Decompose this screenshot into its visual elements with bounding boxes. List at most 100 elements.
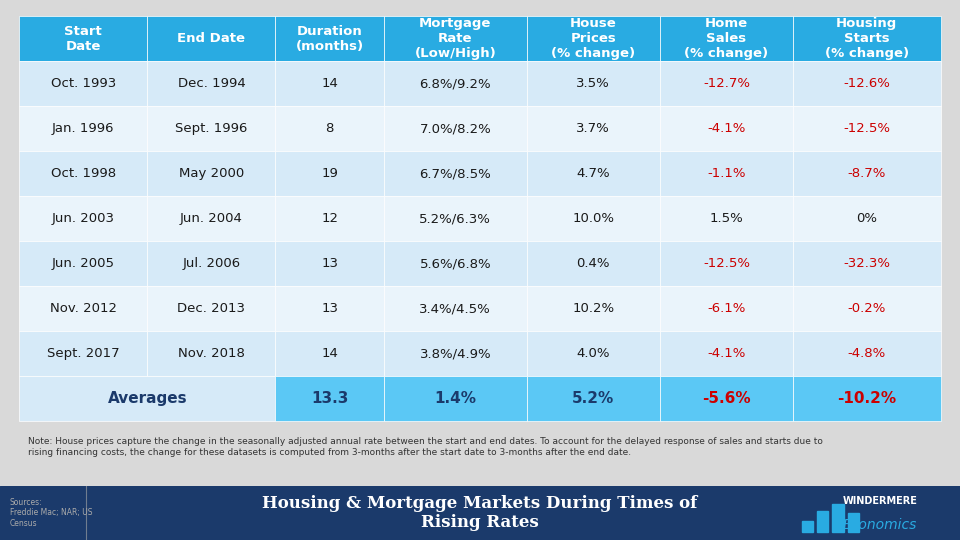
FancyBboxPatch shape	[147, 16, 276, 61]
FancyBboxPatch shape	[660, 16, 793, 61]
Text: -32.3%: -32.3%	[844, 257, 890, 270]
FancyBboxPatch shape	[147, 151, 276, 196]
FancyBboxPatch shape	[527, 106, 660, 151]
FancyBboxPatch shape	[19, 16, 147, 61]
Text: 14: 14	[322, 347, 338, 360]
Text: 1.5%: 1.5%	[709, 212, 743, 225]
Text: 10.0%: 10.0%	[572, 212, 614, 225]
FancyBboxPatch shape	[527, 16, 660, 61]
Text: Start
Date: Start Date	[64, 25, 102, 53]
FancyBboxPatch shape	[793, 61, 941, 106]
Text: 5.2%: 5.2%	[572, 391, 614, 406]
FancyBboxPatch shape	[793, 151, 941, 196]
FancyBboxPatch shape	[276, 331, 384, 376]
Text: -1.1%: -1.1%	[708, 167, 746, 180]
FancyBboxPatch shape	[384, 106, 527, 151]
Text: 7.0%/8.2%: 7.0%/8.2%	[420, 122, 492, 135]
FancyBboxPatch shape	[660, 196, 793, 241]
Text: Nov. 2018: Nov. 2018	[178, 347, 245, 360]
Bar	[848, 513, 859, 532]
Text: Note: House prices capture the change in the seasonally adjusted annual rate bet: Note: House prices capture the change in…	[29, 437, 824, 457]
FancyBboxPatch shape	[660, 376, 793, 421]
Text: 14: 14	[322, 77, 338, 90]
Text: Sept. 1996: Sept. 1996	[176, 122, 248, 135]
FancyBboxPatch shape	[19, 286, 147, 331]
Text: -12.5%: -12.5%	[844, 122, 890, 135]
Text: 3.4%/4.5%: 3.4%/4.5%	[420, 302, 492, 315]
Text: -12.7%: -12.7%	[703, 77, 750, 90]
Text: Jul. 2006: Jul. 2006	[182, 257, 240, 270]
Text: 19: 19	[322, 167, 338, 180]
Text: 4.0%: 4.0%	[577, 347, 611, 360]
FancyBboxPatch shape	[384, 241, 527, 286]
Text: -6.1%: -6.1%	[708, 302, 746, 315]
Text: -0.2%: -0.2%	[848, 302, 886, 315]
Text: WINDERMERE: WINDERMERE	[843, 496, 918, 506]
Text: Duration
(months): Duration (months)	[296, 25, 364, 53]
Text: 10.2%: 10.2%	[572, 302, 614, 315]
FancyBboxPatch shape	[147, 61, 276, 106]
Text: Jun. 2005: Jun. 2005	[52, 257, 115, 270]
Text: Oct. 1993: Oct. 1993	[51, 77, 116, 90]
Text: 6.7%/8.5%: 6.7%/8.5%	[420, 167, 492, 180]
FancyBboxPatch shape	[147, 241, 276, 286]
FancyBboxPatch shape	[147, 331, 276, 376]
FancyBboxPatch shape	[276, 376, 384, 421]
Text: -5.6%: -5.6%	[702, 391, 751, 406]
FancyBboxPatch shape	[660, 106, 793, 151]
Text: -4.1%: -4.1%	[708, 347, 746, 360]
Text: End Date: End Date	[178, 32, 246, 45]
Text: 4.7%: 4.7%	[577, 167, 611, 180]
Text: 12: 12	[322, 212, 338, 225]
FancyBboxPatch shape	[660, 331, 793, 376]
FancyBboxPatch shape	[276, 106, 384, 151]
FancyBboxPatch shape	[384, 61, 527, 106]
Text: 3.7%: 3.7%	[576, 122, 611, 135]
FancyBboxPatch shape	[527, 331, 660, 376]
Text: Sept. 2017: Sept. 2017	[47, 347, 120, 360]
FancyBboxPatch shape	[384, 196, 527, 241]
Text: 6.8%/9.2%: 6.8%/9.2%	[420, 77, 492, 90]
FancyBboxPatch shape	[527, 151, 660, 196]
FancyBboxPatch shape	[793, 16, 941, 61]
FancyBboxPatch shape	[276, 286, 384, 331]
FancyBboxPatch shape	[147, 196, 276, 241]
FancyBboxPatch shape	[276, 196, 384, 241]
FancyBboxPatch shape	[660, 61, 793, 106]
FancyBboxPatch shape	[276, 241, 384, 286]
Text: 13.3: 13.3	[311, 391, 348, 406]
FancyBboxPatch shape	[276, 61, 384, 106]
FancyBboxPatch shape	[19, 331, 147, 376]
Text: May 2000: May 2000	[179, 167, 244, 180]
FancyBboxPatch shape	[19, 376, 276, 421]
FancyBboxPatch shape	[19, 241, 147, 286]
FancyBboxPatch shape	[276, 151, 384, 196]
Text: Sources:
Freddie Mac; NAR; US
Census: Sources: Freddie Mac; NAR; US Census	[10, 498, 92, 528]
Text: Jun. 2004: Jun. 2004	[180, 212, 243, 225]
FancyBboxPatch shape	[384, 151, 527, 196]
FancyBboxPatch shape	[147, 286, 276, 331]
Bar	[802, 521, 813, 532]
Text: House
Prices
(% change): House Prices (% change)	[551, 17, 636, 60]
FancyBboxPatch shape	[19, 196, 147, 241]
FancyBboxPatch shape	[793, 106, 941, 151]
FancyBboxPatch shape	[384, 376, 527, 421]
Text: Dec. 2013: Dec. 2013	[178, 302, 246, 315]
Text: Jun. 2003: Jun. 2003	[52, 212, 115, 225]
Text: -8.7%: -8.7%	[848, 167, 886, 180]
FancyBboxPatch shape	[793, 376, 941, 421]
Text: Housing
Starts
(% change): Housing Starts (% change)	[825, 17, 909, 60]
Text: -12.6%: -12.6%	[844, 77, 890, 90]
FancyBboxPatch shape	[793, 331, 941, 376]
FancyBboxPatch shape	[384, 331, 527, 376]
Text: Housing & Mortgage Markets During Times of
Rising Rates: Housing & Mortgage Markets During Times …	[262, 495, 698, 531]
Text: 3.8%/4.9%: 3.8%/4.9%	[420, 347, 492, 360]
FancyBboxPatch shape	[384, 286, 527, 331]
Text: 5.6%/6.8%: 5.6%/6.8%	[420, 257, 492, 270]
Text: -12.5%: -12.5%	[703, 257, 750, 270]
FancyBboxPatch shape	[793, 241, 941, 286]
FancyBboxPatch shape	[527, 241, 660, 286]
Text: Averages: Averages	[108, 391, 187, 406]
FancyBboxPatch shape	[19, 106, 147, 151]
FancyBboxPatch shape	[276, 16, 384, 61]
